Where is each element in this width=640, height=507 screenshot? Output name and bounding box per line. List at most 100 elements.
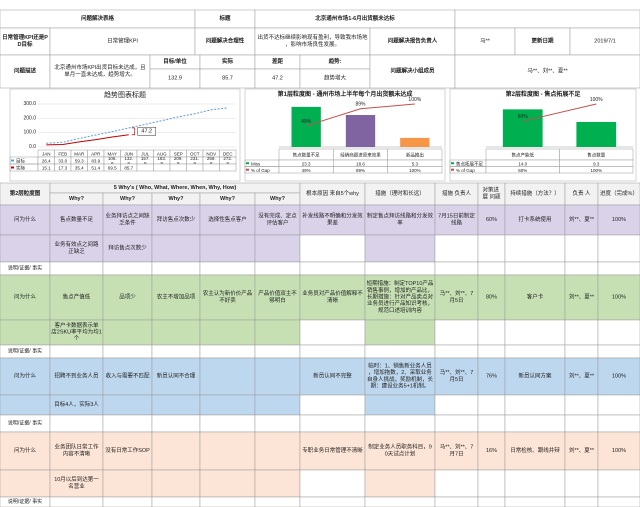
cell — [169, 163, 187, 172]
cell — [0, 319, 51, 346]
cell — [254, 357, 301, 396]
cell — [564, 274, 599, 321]
series-line — [306, 103, 415, 127]
cell — [454, 54, 640, 89]
x-tick-label: OCT — [190, 151, 200, 156]
cell — [477, 431, 506, 471]
cell — [364, 344, 436, 359]
legend-label: 实际 — [16, 164, 25, 171]
table-cell: 100% — [612, 295, 626, 301]
cell — [504, 394, 566, 416]
data-label: 26.4 — [42, 158, 51, 163]
header-date: 2019/7/1 — [594, 39, 615, 45]
y-tick-label: 100.0 — [23, 130, 36, 136]
table-cell: 60% — [486, 217, 497, 223]
cell — [49, 27, 196, 56]
table-cell: 售点产值低 — [63, 293, 91, 301]
cell — [0, 469, 51, 498]
legend-label: Miss — [251, 161, 261, 166]
bar — [502, 109, 543, 147]
header-date-label: 更新日期 — [531, 37, 554, 45]
cell — [199, 496, 256, 507]
evidence-label: 说明/证据/ 事实 — [8, 498, 42, 505]
cell — [364, 319, 436, 346]
table-cell: 新员认同不合理 — [157, 372, 196, 380]
cell — [434, 431, 479, 471]
header-target-label: 目标/单位 — [163, 57, 187, 65]
cell — [564, 261, 599, 276]
header-actual: 85.7 — [222, 76, 233, 82]
cell — [0, 274, 51, 321]
cell — [434, 357, 479, 396]
cell — [504, 469, 566, 498]
cell — [0, 431, 51, 471]
table-corner: 第2层粒度图 — [10, 189, 41, 197]
x-tick-label: JUN — [124, 151, 133, 156]
data-label: 33.0 — [58, 158, 67, 163]
column-header: 进度（完成%） — [600, 189, 638, 197]
cell — [434, 496, 479, 507]
table-cell: 马**、刘**、7 月5日 — [440, 289, 474, 304]
cell — [202, 163, 220, 172]
cell — [136, 163, 154, 172]
legend-swatch — [451, 162, 454, 165]
cell — [597, 431, 640, 471]
cell — [299, 431, 366, 471]
table-cell: 制定售点拜访线路和分发效率 — [367, 212, 434, 227]
table-cell: 打卡系统使用 — [518, 215, 551, 223]
cell — [369, 54, 456, 89]
table-cell: 新员认同不完整 — [313, 372, 352, 380]
sub-cell: 10月以后到达第一名营业 — [54, 475, 99, 490]
header-owner: 马** — [480, 37, 491, 45]
bar — [576, 122, 617, 147]
data-label: 157. 9 — [141, 155, 150, 165]
data-label: 183. 9 — [157, 155, 166, 165]
evidence-label: 说明/证据/ 事实 — [8, 420, 42, 427]
whys-title: 5 Why's ( Who, What, Where, When, Why, H… — [114, 185, 237, 191]
header-gap-label: 差距 — [272, 57, 284, 65]
legend-label: 售点拓展不足 — [456, 160, 483, 167]
cell — [254, 496, 301, 507]
sub-cell: 业务有效点之间路正缺乏 — [54, 240, 99, 255]
cell — [364, 414, 436, 433]
x-tick-label: MAR — [74, 151, 85, 156]
header-desc: 北京通州市场KPI出货目标未达成，且单月一直未达成，趋势增大。 — [54, 63, 146, 78]
cell — [364, 261, 436, 276]
x-tick-label: JUL — [141, 151, 149, 156]
legend-swatch — [11, 159, 14, 162]
cell — [299, 261, 366, 276]
legend-swatch — [451, 168, 454, 171]
cell — [102, 357, 153, 396]
cell — [151, 496, 201, 507]
data-label: 100% — [409, 167, 421, 172]
cell — [254, 344, 301, 359]
cell — [254, 27, 371, 56]
cell — [49, 414, 104, 433]
cell — [387, 166, 443, 174]
cell — [364, 394, 436, 416]
x-tick-label: 经销商跟进原来效果 — [340, 151, 381, 158]
cell — [564, 344, 599, 359]
cell — [49, 496, 104, 507]
cell — [254, 414, 301, 433]
cell — [299, 394, 366, 416]
cell — [504, 414, 566, 433]
data-label: 132. 9 — [124, 155, 133, 165]
cell — [364, 496, 436, 507]
cell — [597, 344, 640, 359]
cell — [151, 274, 201, 321]
data-label: 15.1 — [42, 165, 51, 170]
table-cell: 售点数量不足 — [60, 215, 94, 223]
data-label: 9.3 — [593, 161, 600, 166]
cell — [477, 469, 506, 498]
table-cell: 农主不增加品项 — [157, 293, 196, 301]
cell — [504, 204, 566, 236]
cell — [434, 469, 479, 498]
cell — [186, 163, 204, 172]
cell — [153, 163, 171, 172]
table-cell: 制定业务人员职务科目，9 0天试点计划 — [368, 443, 432, 458]
cell — [254, 431, 301, 471]
cell — [434, 261, 479, 276]
table-cell: 76% — [486, 374, 497, 380]
